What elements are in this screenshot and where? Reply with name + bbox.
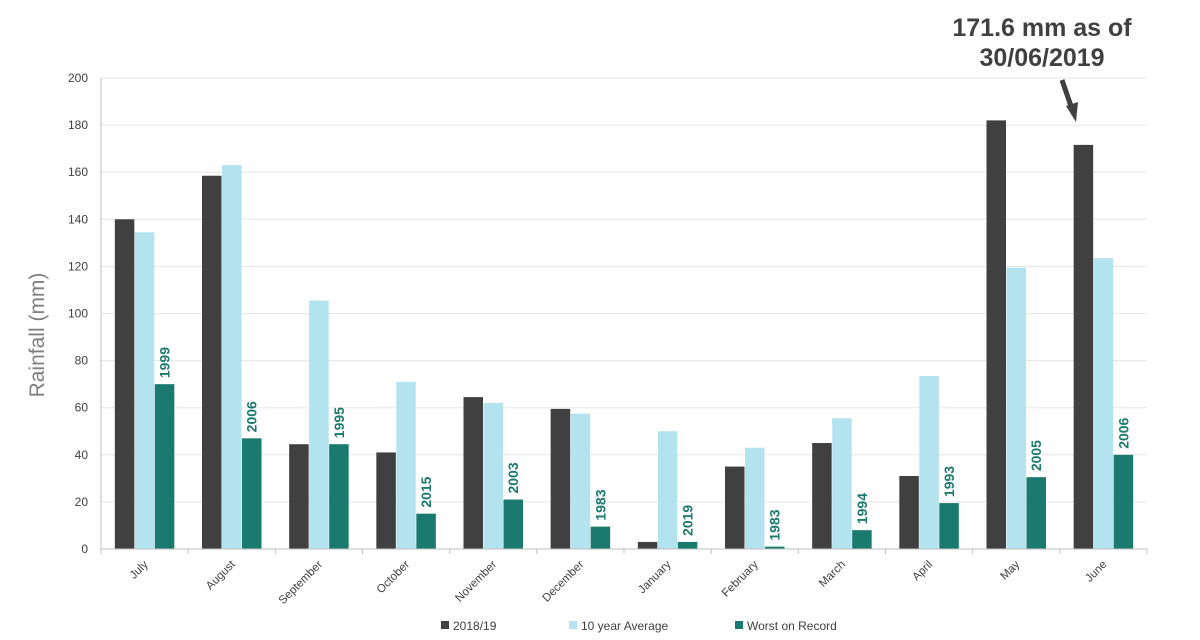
y-tick-label: 100 bbox=[68, 307, 88, 321]
year-data-label: 1983 bbox=[592, 489, 608, 520]
x-tick-label: August bbox=[204, 558, 238, 592]
legend-label: 2018/19 bbox=[453, 619, 497, 633]
x-tick-label: December bbox=[541, 559, 587, 605]
x-tick-label: September bbox=[277, 559, 325, 607]
y-tick-label: 180 bbox=[68, 118, 88, 132]
year-data-label: 2015 bbox=[418, 476, 434, 507]
legend-swatch bbox=[569, 621, 577, 629]
x-tick-label: June bbox=[1083, 559, 1109, 585]
bar-october-series-2 bbox=[416, 513, 436, 549]
bar-february-series-1 bbox=[745, 447, 765, 549]
bar-june-series-1 bbox=[1093, 258, 1114, 549]
bar-march-series-2 bbox=[852, 530, 872, 549]
bar-april-series-0 bbox=[899, 475, 919, 549]
bar-august-series-2 bbox=[242, 438, 262, 549]
bars bbox=[114, 120, 1134, 550]
bar-november-series-1 bbox=[483, 402, 503, 549]
y-tick-label: 120 bbox=[68, 259, 88, 273]
y-tick-label: 140 bbox=[68, 212, 88, 226]
bar-may-series-2 bbox=[1026, 477, 1046, 549]
year-data-label: 2006 bbox=[1115, 417, 1131, 448]
year-data-label: 2005 bbox=[1028, 440, 1044, 471]
x-tick-label: February bbox=[720, 558, 761, 599]
bar-april-series-2 bbox=[939, 503, 959, 549]
labels: 0 20 40 60 80 100 120 140 160 180 200 1999 July 2006 A… bbox=[68, 71, 1131, 607]
bar-july-series-0 bbox=[114, 219, 135, 550]
axes bbox=[100, 78, 1148, 554]
y-tick-label: 80 bbox=[75, 354, 89, 368]
year-data-label: 1995 bbox=[331, 407, 347, 438]
bar-january-series-0 bbox=[637, 541, 658, 549]
year-data-label: 1993 bbox=[941, 466, 957, 497]
year-data-label: 2019 bbox=[680, 505, 696, 536]
bar-may-series-1 bbox=[1006, 267, 1026, 549]
bar-april-series-1 bbox=[919, 375, 939, 549]
bar-june-series-0 bbox=[1073, 144, 1094, 549]
bar-december-series-2 bbox=[590, 526, 611, 549]
bar-february-series-0 bbox=[725, 466, 745, 549]
annotation-arrow-icon bbox=[1059, 79, 1078, 122]
annotation: 171.6 mm as of 30/06/2019 bbox=[952, 14, 1132, 122]
bar-march-series-0 bbox=[812, 443, 832, 549]
bar-october-series-0 bbox=[376, 452, 396, 549]
x-tick-label: July bbox=[128, 558, 151, 581]
bar-july-series-2 bbox=[154, 384, 175, 549]
year-data-label: 2006 bbox=[244, 401, 260, 432]
y-tick-label: 20 bbox=[75, 495, 89, 509]
bar-june-series-2 bbox=[1113, 454, 1134, 549]
bar-july-series-1 bbox=[134, 232, 155, 549]
bar-december-series-1 bbox=[570, 413, 591, 549]
x-tick-label: January bbox=[636, 558, 674, 596]
x-tick-label: April bbox=[910, 559, 935, 584]
legend: 2018/19 10 year Average Worst on Record bbox=[441, 619, 837, 633]
bar-january-series-1 bbox=[657, 431, 678, 549]
year-data-label: 1999 bbox=[157, 347, 173, 378]
x-tick-label: October bbox=[375, 559, 413, 597]
annotation-line-1: 171.6 mm as of bbox=[952, 14, 1132, 42]
y-tick-label: 200 bbox=[68, 71, 88, 85]
x-tick-label: May bbox=[999, 558, 1023, 582]
legend-label: 10 year Average bbox=[581, 619, 669, 633]
y-tick-label: 160 bbox=[68, 165, 88, 179]
legend-swatch bbox=[735, 621, 743, 629]
bar-september-series-2 bbox=[329, 444, 349, 549]
bar-september-series-0 bbox=[289, 444, 309, 549]
bar-may-series-0 bbox=[986, 120, 1006, 549]
bar-november-series-2 bbox=[503, 499, 523, 549]
y-tick-label: 40 bbox=[75, 448, 89, 462]
bar-october-series-1 bbox=[396, 381, 416, 549]
bar-november-series-0 bbox=[463, 397, 483, 549]
bar-march-series-1 bbox=[832, 418, 852, 549]
year-data-label: 1994 bbox=[854, 493, 870, 524]
legend-swatch bbox=[441, 621, 449, 629]
year-data-label: 2003 bbox=[505, 462, 521, 493]
bar-august-series-1 bbox=[222, 165, 242, 549]
bar-september-series-1 bbox=[309, 300, 329, 549]
y-axis-label: Rainfall (mm) bbox=[26, 273, 49, 398]
year-data-label: 1983 bbox=[767, 509, 783, 540]
x-tick-label: March bbox=[817, 559, 848, 590]
bar-february-series-2 bbox=[765, 546, 785, 549]
annotation-line-2: 30/06/2019 bbox=[979, 44, 1104, 72]
y-tick-label: 60 bbox=[75, 401, 89, 415]
y-tick-label: 0 bbox=[81, 542, 88, 556]
bar-december-series-0 bbox=[550, 408, 571, 549]
bar-august-series-0 bbox=[202, 175, 222, 550]
x-tick-label: November bbox=[453, 559, 499, 605]
gridlines bbox=[101, 77, 1147, 503]
legend-label: Worst on Record bbox=[747, 619, 837, 633]
bar-january-series-2 bbox=[677, 541, 698, 549]
